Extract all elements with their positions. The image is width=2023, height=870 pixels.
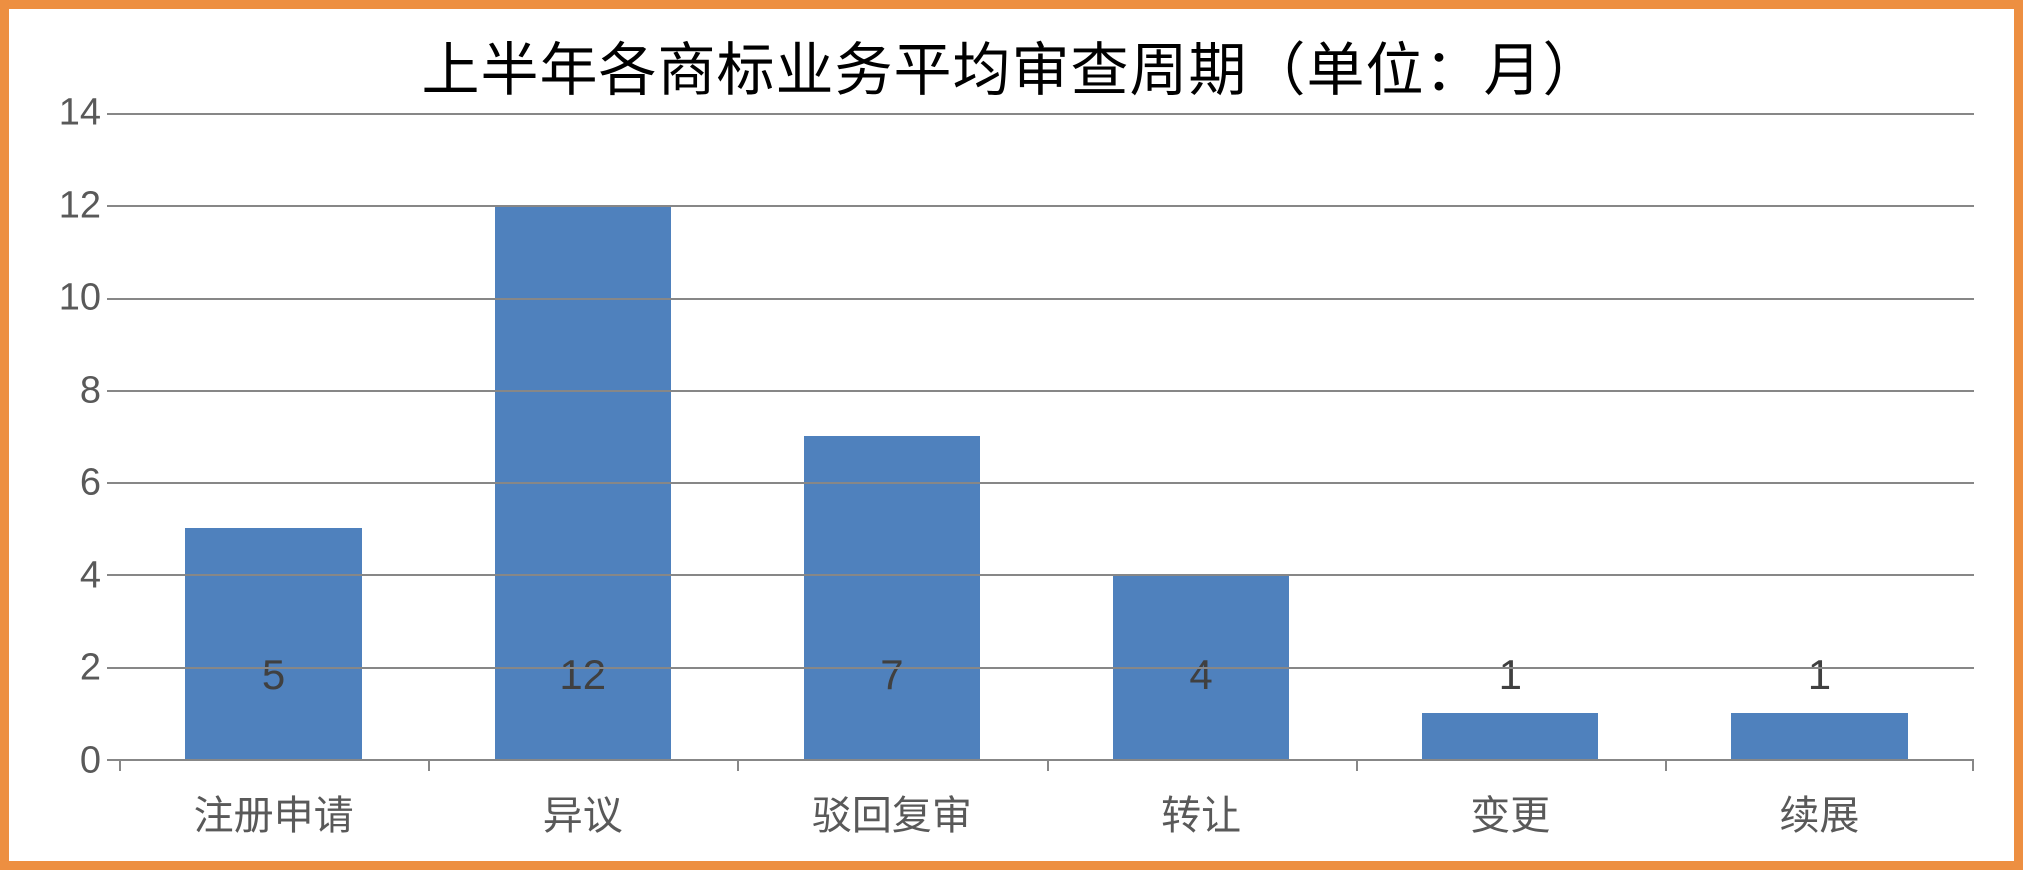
chart-container: 上半年各商标业务平均审查周期（单位：月） 0 2 4 6 8 10 12 14 5 12 7 4 1 1… bbox=[0, 0, 2023, 870]
bar-slot: 7 bbox=[737, 113, 1046, 759]
chart-title: 上半年各商标业务平均审查周期（单位：月） bbox=[9, 9, 2014, 113]
y-tick-mark bbox=[107, 482, 119, 484]
x-category-label: 注册申请 bbox=[119, 761, 428, 861]
bar: 1 bbox=[1731, 713, 1907, 759]
bar-value-label: 1 bbox=[1731, 651, 1907, 699]
y-tick-mark bbox=[107, 113, 119, 115]
bars-group: 5 12 7 4 1 1 bbox=[119, 113, 1974, 759]
y-tick-label: 0 bbox=[80, 740, 101, 783]
gridline bbox=[119, 574, 1974, 576]
x-category-label: 变更 bbox=[1356, 761, 1665, 861]
chart-wrap: 02468101214 5127411 注册申请异议驳回复审转让变更续展 bbox=[9, 113, 2014, 861]
bar-value-label: 12 bbox=[495, 651, 671, 699]
x-tick-mark bbox=[428, 759, 430, 771]
bar-value-label: 1 bbox=[1422, 651, 1598, 699]
gridline bbox=[119, 205, 1974, 207]
x-category-label: 异议 bbox=[428, 761, 737, 861]
bar-value-label: 7 bbox=[804, 651, 980, 699]
bar-slot: 4 bbox=[1047, 113, 1356, 759]
x-category-label: 转让 bbox=[1047, 761, 1356, 861]
y-tick-label: 14 bbox=[59, 92, 101, 135]
gridline bbox=[119, 667, 1974, 669]
bar: 5 bbox=[185, 528, 361, 759]
bar: 1 bbox=[1422, 713, 1598, 759]
gridline bbox=[119, 298, 1974, 300]
y-axis: 02468101214 bbox=[9, 113, 119, 761]
y-tick-mark bbox=[107, 667, 119, 669]
y-tick-mark bbox=[107, 574, 119, 576]
x-axis: 注册申请异议驳回复审转让变更续展 bbox=[9, 761, 2014, 861]
y-tick-mark bbox=[107, 298, 119, 300]
x-tick-mark bbox=[1047, 759, 1049, 771]
x-tick-mark bbox=[1972, 759, 1974, 771]
y-tick-mark bbox=[107, 759, 119, 761]
x-tick-mark bbox=[1356, 759, 1358, 771]
y-tick-label: 12 bbox=[59, 184, 101, 227]
y-tick-label: 6 bbox=[80, 462, 101, 505]
y-tick-mark bbox=[107, 390, 119, 392]
bar-slot: 5 bbox=[119, 113, 428, 759]
x-category-label: 续展 bbox=[1665, 761, 1974, 861]
x-tick-mark bbox=[1665, 759, 1667, 771]
bar-slot: 12 bbox=[428, 113, 737, 759]
y-tick-label: 10 bbox=[59, 277, 101, 320]
gridline bbox=[119, 113, 1974, 115]
bar-value-label: 5 bbox=[185, 651, 361, 699]
bar: 7 bbox=[804, 436, 980, 759]
gridline bbox=[119, 390, 1974, 392]
plot-area: 5 12 7 4 1 1 bbox=[119, 113, 1974, 761]
bar-slot: 1 bbox=[1356, 113, 1665, 759]
x-tick-mark bbox=[737, 759, 739, 771]
bar-slot: 1 bbox=[1665, 113, 1974, 759]
y-tick-label: 8 bbox=[80, 369, 101, 412]
gridline bbox=[119, 482, 1974, 484]
chart-body: 02468101214 5127411 bbox=[9, 113, 2014, 761]
y-tick-label: 4 bbox=[80, 554, 101, 597]
x-category-label: 驳回复审 bbox=[737, 761, 1046, 861]
y-tick-mark bbox=[107, 205, 119, 207]
bar-value-label: 4 bbox=[1113, 651, 1289, 699]
y-tick-label: 2 bbox=[80, 647, 101, 690]
x-tick-mark bbox=[119, 759, 121, 771]
